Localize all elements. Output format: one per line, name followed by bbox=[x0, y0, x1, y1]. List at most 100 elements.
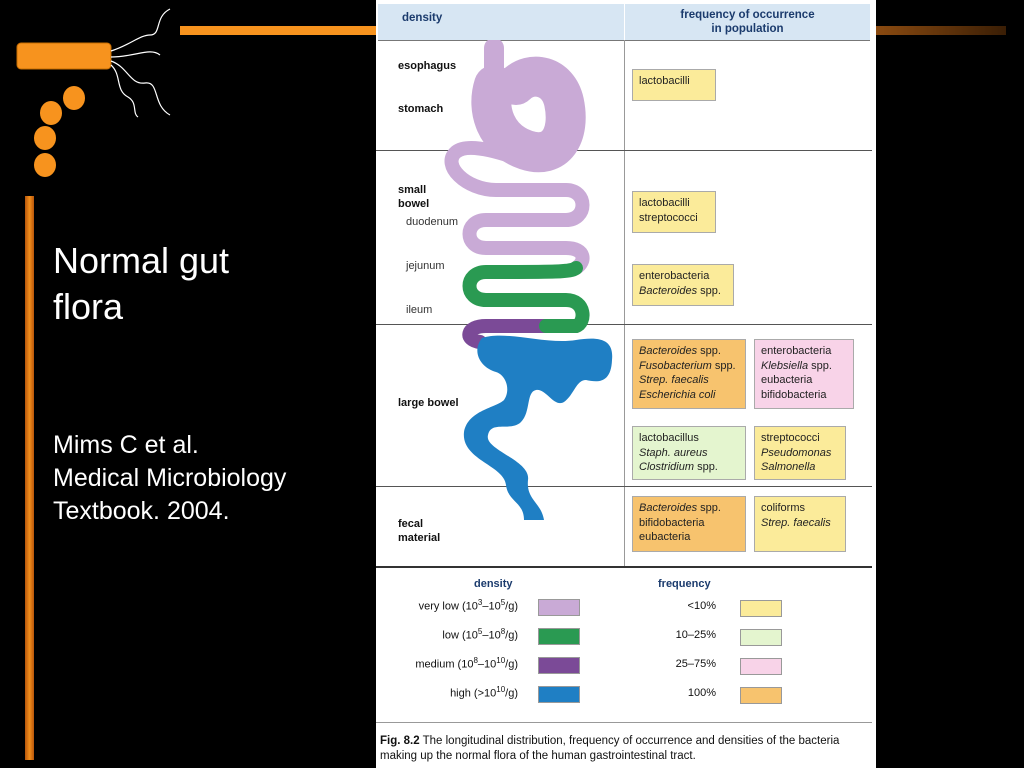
section-divider bbox=[376, 486, 872, 487]
label-jejunum: jejunum bbox=[406, 260, 445, 272]
label-fecal-1: fecal bbox=[398, 518, 424, 530]
box-jejunum: enterobacteria Bacteroides spp. bbox=[632, 264, 734, 306]
box-item: lactobacillus bbox=[639, 431, 739, 446]
box-item: Bacteroides spp. bbox=[639, 344, 739, 359]
box-item: bifidobacteria bbox=[639, 516, 739, 531]
label-stomach: stomach bbox=[398, 103, 444, 115]
section-divider bbox=[376, 324, 872, 325]
box-item-name: Strep. faecalis bbox=[639, 374, 709, 386]
citation-line-3: Textbook. 2004. bbox=[53, 497, 230, 525]
box-item-suffix: spp. bbox=[808, 359, 832, 372]
header-frequency-cell: frequency of occurrence in population bbox=[625, 4, 870, 41]
box-item: Staph. aureus bbox=[639, 446, 739, 461]
box-item: lactobacilli bbox=[639, 75, 690, 87]
swatch-25-75 bbox=[740, 658, 782, 675]
box-large-bowel-lt10: streptococci Pseudomonas Salmonella bbox=[754, 426, 846, 480]
label-small-bowel-1: small bbox=[398, 184, 427, 196]
label-ileum: ileum bbox=[406, 304, 433, 316]
swatch-10-25 bbox=[740, 629, 782, 646]
box-item-name: Strep. faecalis bbox=[761, 516, 831, 529]
box-item-name: enterobacteria bbox=[639, 270, 710, 282]
box-item: Strep. faecalis bbox=[761, 516, 839, 531]
legend-density-high: high (>1010/g) bbox=[450, 685, 518, 700]
box-item: Salmonella bbox=[761, 460, 839, 475]
box-item: Fusobacterium spp. bbox=[639, 359, 739, 374]
box-item-suffix: spp. bbox=[694, 461, 718, 473]
caption-label: Fig. 8.2 bbox=[380, 735, 420, 747]
label-esophagus: esophagus bbox=[398, 60, 457, 72]
box-item-suffix: spp. bbox=[697, 345, 721, 357]
box-item: streptococci bbox=[639, 211, 698, 224]
header-density-cell: density bbox=[378, 4, 624, 41]
caption-divider bbox=[376, 722, 872, 723]
box-item-name: eubacteria bbox=[639, 531, 691, 543]
box-item-name: Staph. aureus bbox=[639, 446, 708, 459]
swatch-lt10 bbox=[740, 600, 782, 617]
box-item-name: Klebsiella bbox=[761, 359, 809, 372]
column-divider bbox=[624, 40, 625, 566]
box-item-suffix: spp. bbox=[697, 502, 721, 514]
swatch-100 bbox=[740, 687, 782, 704]
box-item-name: Salmonella bbox=[761, 461, 816, 473]
box-item-name: coliforms bbox=[761, 502, 806, 514]
box-item: Pseudomonas bbox=[761, 446, 839, 461]
legend-frequency-25-75: 25–75% bbox=[675, 658, 716, 670]
legend-density-title: density bbox=[474, 578, 513, 590]
box-item: enterobacteria bbox=[639, 269, 727, 284]
slide-title: Normal gut flora bbox=[53, 238, 353, 330]
rod-bacterium-icon bbox=[16, 42, 112, 70]
bacteria-logo-icon bbox=[16, 8, 171, 177]
box-item: Clostridium spp. bbox=[639, 460, 739, 475]
box-item: Strep. faecalis bbox=[639, 373, 739, 388]
box-item-name: bifidobacteria bbox=[639, 516, 705, 529]
box-item: coliforms bbox=[761, 501, 839, 516]
box-item-name: streptococci bbox=[761, 432, 820, 444]
box-item: eubacteria bbox=[761, 373, 847, 388]
citation-line-2: Medical Microbiology bbox=[53, 464, 287, 492]
legend-density-medium: medium (108–1010/g) bbox=[415, 656, 518, 671]
box-item-name: Pseudomonas bbox=[761, 446, 832, 459]
swatch-very-low bbox=[538, 599, 580, 616]
box-item-name: bifidobacteria bbox=[761, 388, 827, 401]
legend-frequency-100: 100% bbox=[687, 687, 716, 699]
box-item-name: enterobacteria bbox=[761, 345, 832, 357]
title-line-2: flora bbox=[53, 286, 124, 327]
legend-divider bbox=[376, 566, 872, 568]
large-bowel-shape bbox=[463, 335, 613, 520]
stomach-shape bbox=[471, 56, 586, 173]
box-large-bowel-25-75: enterobacteria Klebsiella spp. eubacteri… bbox=[754, 339, 854, 409]
box-item: streptococci bbox=[761, 431, 839, 446]
box-item-name: Bacteroides bbox=[639, 345, 698, 357]
legend-frequency-title: frequency bbox=[658, 578, 711, 590]
box-item-suffix: spp. bbox=[711, 359, 736, 372]
box-item-name: lactobacillus bbox=[639, 432, 699, 444]
box-item: Bacteroides spp. bbox=[639, 501, 739, 516]
box-item-name: Bacteroides bbox=[639, 502, 698, 514]
title-line-1: Normal gut bbox=[53, 240, 230, 281]
label-large-bowel: large bowel bbox=[398, 397, 459, 409]
header-frequency-line-1: frequency of occurrence bbox=[680, 9, 815, 21]
box-duodenum: lactobacilli streptococci bbox=[632, 191, 716, 233]
citation: Mims C et al. Medical Microbiology Textb… bbox=[53, 429, 353, 528]
box-large-bowel-10-25: lactobacillus Staph. aureus Clostridium … bbox=[632, 426, 746, 480]
pylorus-shape bbox=[444, 141, 590, 275]
box-item-suffix: spp. bbox=[697, 284, 721, 297]
top-accent-bar-right bbox=[876, 26, 1006, 35]
box-item: bifidobacteria bbox=[761, 388, 847, 403]
label-fecal-2: material bbox=[398, 532, 441, 544]
legend-frequency-lt10: <10% bbox=[687, 600, 716, 612]
citation-line-1: Mims C et al. bbox=[53, 431, 199, 459]
gut-flora-figure: density frequency of occurrence in popul… bbox=[376, 0, 876, 768]
box-item: lactobacilli bbox=[639, 197, 690, 209]
swatch-high bbox=[538, 686, 580, 703]
box-item-name: Clostridium bbox=[639, 461, 695, 473]
box-item-name: Fusobacterium bbox=[639, 359, 712, 372]
header-density: density bbox=[402, 12, 443, 24]
swatch-medium bbox=[538, 657, 580, 674]
top-accent-bar bbox=[180, 26, 376, 35]
label-small-bowel-2: bowel bbox=[398, 198, 430, 210]
box-item: eubacteria bbox=[639, 530, 739, 545]
box-large-bowel-100: Bacteroides spp. Fusobacterium spp. Stre… bbox=[632, 339, 746, 409]
section-divider bbox=[376, 150, 872, 151]
box-item: enterobacteria bbox=[761, 344, 847, 359]
